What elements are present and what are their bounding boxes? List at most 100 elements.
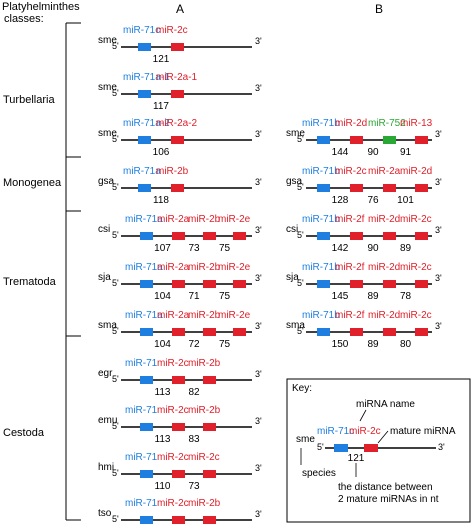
figure-header: Platyhelminthes classes: A B	[2, 1, 383, 25]
distance-label: 106	[153, 147, 170, 158]
mature-mirna-box	[317, 184, 330, 192]
distance-label: 90	[367, 147, 379, 158]
distance-label: 113	[155, 434, 171, 445]
distance-label: 128	[332, 195, 349, 206]
five-prime-label: 5'	[112, 230, 119, 240]
species-label: sja	[98, 272, 111, 283]
mature-mirna-box	[383, 232, 396, 240]
distance-label: 71	[188, 291, 200, 302]
mirna-name-label: miR-2d	[368, 262, 400, 273]
mature-mirna-box	[172, 423, 185, 431]
species-label: gsa	[286, 176, 303, 187]
five-prime-label: 5'	[297, 134, 304, 144]
mature-mirna-box	[171, 184, 184, 192]
five-prime-label: 5'	[112, 326, 119, 336]
distance-label: 117	[153, 101, 169, 112]
mirna-name-label: miR-2b	[156, 166, 189, 177]
distance-label: 89	[367, 291, 379, 302]
mirna-name-label: miR-2a	[157, 262, 190, 273]
distance-label: 144	[332, 147, 349, 158]
mirna-name-label: miR-2b	[188, 310, 221, 321]
key-name-left: miR-71c	[317, 426, 354, 437]
key-arrow-mature	[377, 430, 389, 444]
mature-mirna-box	[383, 280, 396, 288]
three-prime-label: 3'	[255, 369, 262, 379]
mature-mirna-box	[350, 136, 363, 144]
species-label: gsa	[98, 176, 115, 187]
mirna-name-label: miR-71	[125, 452, 158, 463]
mature-mirna-box	[415, 232, 428, 240]
three-prime-label: 3'	[435, 129, 442, 139]
header-title-line2: classes:	[4, 13, 44, 25]
five-prime-label: 5'	[297, 278, 304, 288]
mature-mirna-box	[317, 232, 330, 240]
five-prime-label: 5'	[112, 468, 119, 478]
species-label: sme	[98, 35, 117, 46]
distance-label: 89	[367, 339, 379, 350]
mirna-name-label: miR-2c	[157, 405, 189, 416]
mature-mirna-box	[171, 43, 184, 51]
distance-label: 75	[219, 339, 231, 350]
distance-label: 150	[332, 339, 349, 350]
mirna-name-label: miR-2e	[218, 262, 251, 273]
mature-mirna-box	[140, 423, 153, 431]
mirna-name-label: miR-71a	[125, 310, 163, 321]
key-box-left	[334, 444, 348, 452]
header-title-line1: Platyhelminthes	[2, 1, 80, 13]
column-a-label: A	[176, 2, 184, 16]
mature-mirna-box	[383, 328, 396, 336]
distance-label: 107	[154, 243, 171, 254]
key-arrow-mirna-name	[359, 409, 367, 422]
mirna-name-label: miR-2b	[188, 498, 221, 509]
three-prime-label: 3'	[255, 129, 262, 139]
mature-mirna-box	[138, 136, 151, 144]
three-prime-label: 3'	[255, 36, 262, 46]
species-label: sme	[286, 128, 305, 139]
distance-label: 83	[188, 434, 200, 445]
species-label: emu	[98, 415, 117, 426]
mirna-name-label: miR-2a	[368, 166, 401, 177]
key-species-label: sme	[296, 434, 315, 445]
mirna-name-label: miR-71b	[302, 310, 340, 321]
mature-mirna-box	[140, 328, 153, 336]
distance-label: 104	[154, 291, 171, 302]
mature-mirna-box	[317, 280, 330, 288]
mature-mirna-box	[172, 232, 185, 240]
mirna-name-label: miR-71	[125, 358, 158, 369]
mirna-name-label: miR-2e	[218, 310, 251, 321]
distance-label: 101	[397, 195, 414, 206]
mature-mirna-box	[233, 232, 246, 240]
species-label: sma	[286, 320, 305, 331]
mature-mirna-box	[350, 328, 363, 336]
mirna-name-label: miR-71	[125, 405, 158, 416]
five-prime-label: 5'	[297, 230, 304, 240]
mirna-name-label: miR-71b	[302, 166, 340, 177]
mature-mirna-box	[138, 43, 151, 51]
mirna-name-label: miR-2f	[335, 262, 365, 273]
mature-mirna-box	[138, 184, 151, 192]
key-species-annotation: species	[302, 468, 336, 479]
mirna-name-label: miR-71a	[125, 214, 163, 225]
mature-mirna-box	[415, 280, 428, 288]
three-prime-label: 3'	[435, 225, 442, 235]
mirna-name-label: miR-2a	[157, 310, 190, 321]
mature-mirna-box	[140, 470, 153, 478]
five-prime-label: 5'	[112, 421, 119, 431]
key-5prime: 5'	[317, 442, 324, 452]
mature-mirna-box	[140, 280, 153, 288]
mirna-name-label: miR-2c	[188, 452, 220, 463]
three-prime-label: 3'	[255, 273, 262, 283]
mature-mirna-box	[350, 280, 363, 288]
mirna-name-label: miR-2c	[335, 166, 367, 177]
column-a-row: egr 5' 3' miR-71 miR-2c miR-2b 113 82	[98, 358, 262, 398]
species-label: sme	[98, 82, 117, 93]
species-label: tso	[98, 508, 112, 519]
mirna-name-label: miR-71a	[125, 262, 163, 273]
mature-mirna-box	[203, 423, 216, 431]
